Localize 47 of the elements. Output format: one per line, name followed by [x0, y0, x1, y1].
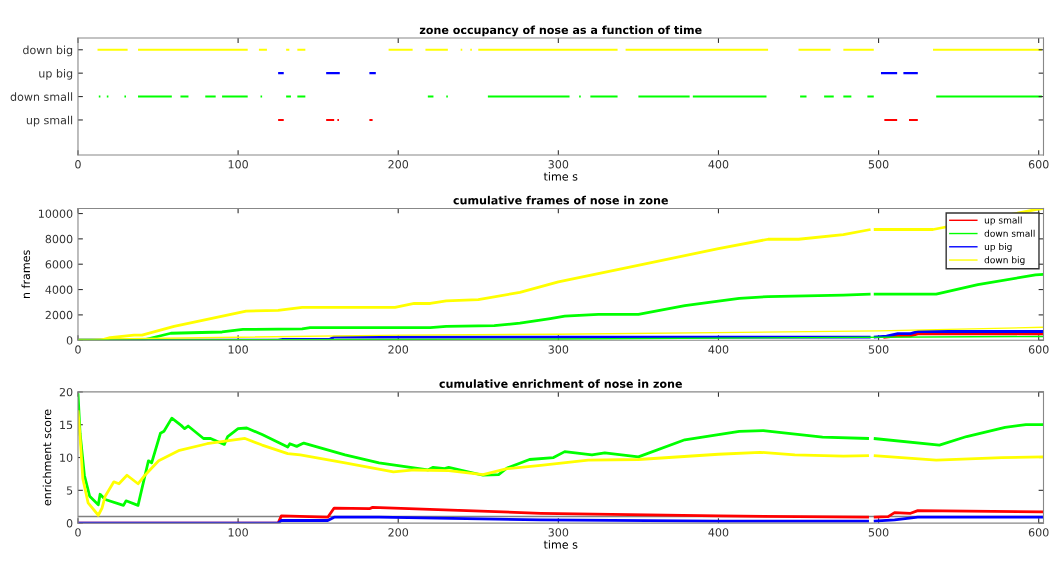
legend-label: down small [984, 229, 1035, 237]
y-tick-label: 15 [60, 420, 73, 430]
y-tick-label: 0 [66, 336, 73, 345]
y-tick-label: 4000 [45, 285, 73, 294]
x-tick-label: 300 [548, 160, 569, 169]
x-tick-label: 500 [868, 345, 889, 354]
x-tick-label: 600 [1028, 160, 1049, 169]
x-tick-label: 0 [75, 345, 81, 354]
x-tick-label: 100 [228, 160, 248, 169]
x-tick-label: 300 [548, 345, 569, 354]
y-tick-label: 2000 [45, 310, 73, 320]
y-axis-title: n frames [21, 250, 31, 298]
x-tick-label: 200 [388, 528, 409, 537]
x-tick-label: 500 [868, 528, 889, 537]
x-tick-label: 600 [1028, 345, 1049, 354]
x-tick-label: 100 [228, 528, 248, 537]
x-tick-label: 400 [708, 345, 729, 354]
chart-title: zone occupancy of nose as a function of time [419, 25, 702, 37]
y-tick-label: 8000 [45, 234, 73, 244]
x-tick-label: 400 [708, 160, 729, 169]
y-tick-label: up big [39, 68, 73, 80]
y-tick-label: 5 [66, 486, 73, 495]
x-tick-label: 400 [708, 528, 729, 537]
x-tick-label: 500 [868, 160, 889, 169]
y-axis-title: enrichment score [42, 409, 52, 506]
y-tick-label: 10 [60, 453, 73, 462]
x-tick-label: 0 [75, 160, 81, 169]
x-tick-label: 0 [75, 528, 81, 537]
y-tick-label: down small [10, 92, 73, 101]
legend-label: down big [984, 256, 1025, 266]
y-tick-label: 20 [59, 387, 73, 397]
y-tick-label: 6000 [45, 260, 73, 269]
y-tick-label: 0 [66, 519, 73, 528]
y-tick-label: up small [26, 115, 73, 127]
y-tick-label: 10000 [39, 209, 73, 218]
x-tick-label: 600 [1028, 528, 1049, 537]
x-axis-title: time s [543, 172, 578, 181]
x-tick-label: 100 [228, 345, 248, 354]
legend-label: up small [984, 216, 1022, 226]
x-tick-label: 200 [388, 160, 409, 169]
y-tick-label: down big [23, 45, 73, 57]
x-tick-label: 200 [388, 345, 409, 354]
x-axis-title: time s [543, 540, 578, 549]
legend-label: up big [984, 243, 1012, 252]
chart-title: cumulative enrichment of nose in zone [439, 379, 682, 388]
chart-title: cumulative frames of nose in zone [453, 195, 668, 205]
x-tick-label: 300 [548, 528, 569, 537]
